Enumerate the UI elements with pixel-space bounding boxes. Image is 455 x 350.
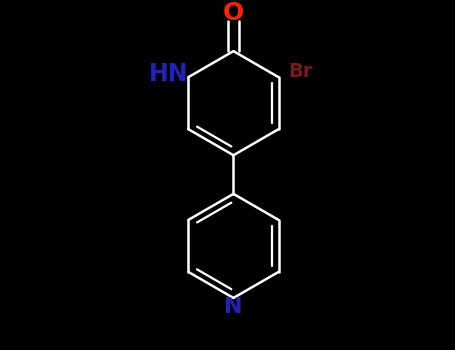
Text: Br: Br <box>288 62 313 81</box>
Text: O: O <box>223 1 244 25</box>
Text: HN: HN <box>149 62 189 86</box>
Text: N: N <box>224 298 243 317</box>
